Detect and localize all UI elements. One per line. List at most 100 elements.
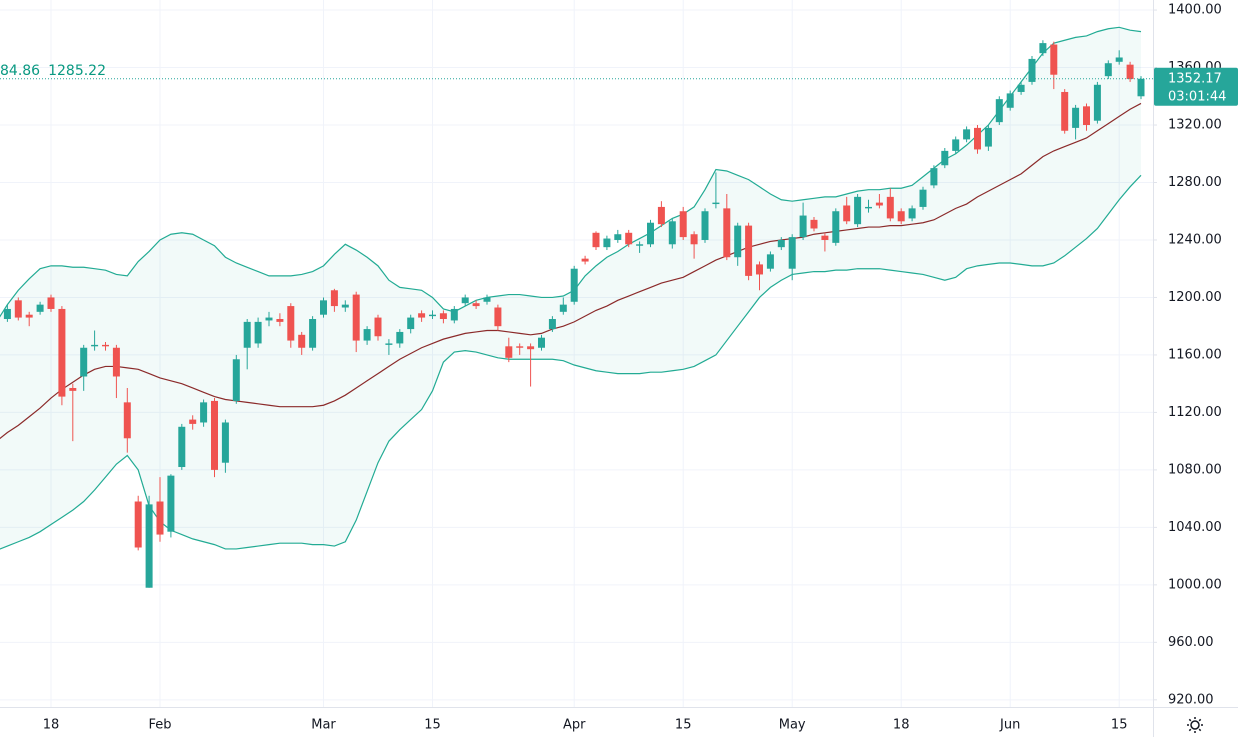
x-tick-label: 15 <box>424 718 441 733</box>
y-tick-label: 1400.00 <box>1168 3 1222 18</box>
candle-body <box>614 234 622 240</box>
indicator-value: 84.86 <box>0 63 40 79</box>
candle-body <box>14 300 22 318</box>
candle-body <box>505 346 513 358</box>
candle-body <box>1083 106 1090 126</box>
y-tick-label: 1040.00 <box>1168 520 1222 535</box>
candle-body <box>25 314 33 318</box>
candle-body <box>897 211 905 222</box>
candle-body <box>548 319 556 330</box>
candle-body <box>265 317 273 321</box>
band-line <box>0 174 1142 550</box>
axes: 920.00 960.00 1000.00 1040.00 1080.00 1120.00… <box>43 3 1238 733</box>
x-tick-label: Mar <box>311 718 336 733</box>
candle-body <box>112 347 120 377</box>
candle-body <box>330 290 338 307</box>
candle-body <box>995 99 1003 123</box>
x-tick-label: 15 <box>1111 718 1128 733</box>
candle-body <box>1050 44 1058 75</box>
candle-body <box>516 346 524 348</box>
candle-body <box>385 343 393 345</box>
y-tick-label: 1240.00 <box>1168 232 1222 247</box>
settings-icon-center <box>1190 720 1200 730</box>
candle-body <box>647 222 654 245</box>
last-price-box <box>1154 67 1238 106</box>
candle-body <box>374 317 382 337</box>
candle-body <box>952 139 960 151</box>
candle-body <box>298 334 306 348</box>
candle-body <box>690 234 698 245</box>
candle-body <box>309 319 317 348</box>
candle-body <box>919 189 927 207</box>
candle-body <box>886 196 894 219</box>
candle-body <box>799 215 807 238</box>
candle-body <box>243 321 251 348</box>
plot-area <box>0 26 1153 588</box>
candle-body <box>178 426 186 468</box>
candle-body <box>875 202 883 206</box>
candle-body <box>636 244 644 246</box>
candle-body <box>450 308 458 321</box>
candle-body <box>865 206 872 209</box>
candle-body <box>134 501 142 548</box>
y-tick-label: 1160.00 <box>1168 347 1222 362</box>
candle-body <box>538 337 545 348</box>
candle-body <box>701 211 709 240</box>
candle-body <box>200 402 208 423</box>
candle-body <box>1126 64 1134 80</box>
candle-body <box>843 205 851 222</box>
band-line <box>0 26 1142 318</box>
y-tick-label: 920.00 <box>1168 692 1214 707</box>
candle-body <box>1061 91 1069 131</box>
candle-body <box>1104 63 1112 77</box>
candle-body <box>69 387 77 391</box>
candle-body <box>832 211 840 243</box>
candle-body <box>145 504 153 588</box>
candle-body <box>3 308 11 320</box>
candle-body <box>211 400 218 470</box>
candle-body <box>1137 78 1145 97</box>
indicator-values: 84.86 1285.22 <box>0 63 106 79</box>
candle-body <box>974 127 981 150</box>
y-tick-label: 960.00 <box>1168 635 1214 650</box>
candle-body <box>1093 84 1101 121</box>
x-tick-label: Feb <box>148 718 171 733</box>
candle-body <box>483 297 491 302</box>
candle-body <box>494 307 502 327</box>
candle-body <box>276 319 284 322</box>
candle-body <box>123 402 131 439</box>
candle-body <box>461 297 469 304</box>
candle-body <box>559 304 567 312</box>
candle-body <box>36 304 44 312</box>
candle-body <box>472 303 480 307</box>
band-line <box>0 102 1142 440</box>
candle-body <box>984 127 992 147</box>
candle-body <box>745 225 753 276</box>
candle-body <box>679 211 687 238</box>
candle-body <box>407 317 415 330</box>
candle-body <box>156 501 164 535</box>
candle-body <box>1017 84 1025 92</box>
candle-body <box>756 264 763 275</box>
candle-body <box>341 304 349 308</box>
candle-body <box>363 329 371 341</box>
candle-body <box>1028 58 1036 82</box>
candle-body <box>47 297 55 309</box>
candle-body <box>254 321 262 344</box>
candle-body <box>766 254 774 269</box>
x-tick-label: May <box>779 718 806 733</box>
settings-icon-teeth <box>1187 717 1203 733</box>
y-tick-label: 1320.00 <box>1168 118 1222 133</box>
grid <box>0 0 1153 707</box>
x-tick-label: Jun <box>999 718 1020 733</box>
settings-icon[interactable] <box>1187 717 1203 733</box>
bar-countdown: 03:01:44 <box>1168 89 1226 104</box>
y-tick-label: 1000.00 <box>1168 577 1222 592</box>
candle-body <box>167 475 175 532</box>
last-price-label: 1352.17 <box>1168 71 1222 86</box>
y-tick-label: 1200.00 <box>1168 290 1222 305</box>
candle-body <box>777 239 785 248</box>
candle-body <box>657 206 665 225</box>
